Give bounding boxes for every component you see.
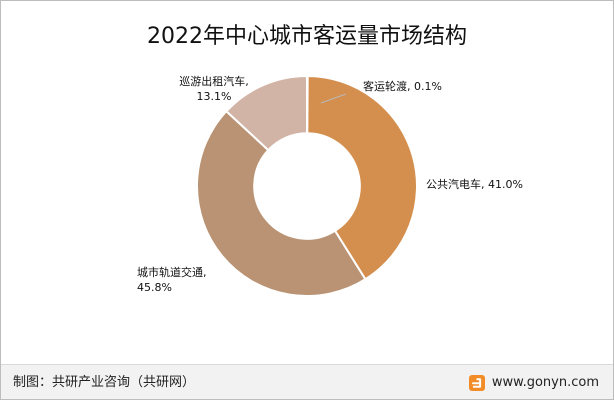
slice-label-line: 13.1% [197, 90, 232, 103]
slice-label-2: 公共汽电车, 41.0% [426, 177, 523, 191]
footer: 制图：共研产业咨询（共研网） www.gonyn.com [1, 364, 613, 399]
slice-label-3: 城市轨道交通, 45.8% [137, 265, 207, 294]
donut-chart: 客运轮渡, 0.1% 公共汽电车, 41.0% 城市轨道交通, 45.8% 巡游出租汽车… [137, 74, 523, 297]
slice-label-line: 巡游出租汽车, [179, 74, 249, 88]
donut-slice-4 [224, 74, 308, 152]
source-text: 制图：共研产业咨询（共研网） [13, 375, 196, 390]
slice-label-line: 城市轨道交通, [137, 265, 207, 279]
slice-label-1: 客运轮渡, 0.1% [363, 79, 442, 93]
donut-slice-3 [196, 109, 367, 297]
chart-title: 2022年中心城市客运量市场结构 [147, 24, 467, 49]
donut-slice-2 [306, 74, 418, 281]
website-text: www.gonyn.com [491, 375, 599, 390]
slice-label-line: 公共汽电车, 41.0% [426, 177, 523, 191]
slice-label-line: 45.8% [137, 281, 172, 294]
label-leader-line [320, 93, 347, 104]
slice-label-4: 巡游出租汽车, 13.1% [179, 74, 249, 103]
slice-label-line: 客运轮渡, 0.1% [363, 79, 442, 93]
gonyn-logo-icon [468, 375, 485, 391]
brand-area: www.gonyn.com [468, 374, 599, 392]
